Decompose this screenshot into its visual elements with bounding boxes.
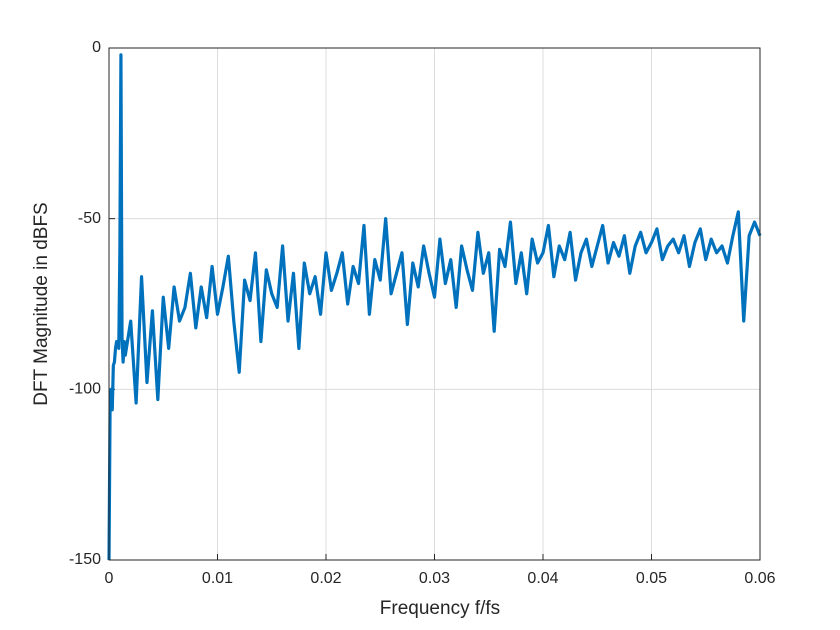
x-axis-label: Frequency f/fs	[380, 598, 500, 619]
y-tick-label: -150	[69, 551, 101, 568]
y-tick-label: -100	[69, 381, 101, 398]
x-tick-label: 0.02	[310, 570, 341, 587]
x-tick-label: 0.05	[636, 570, 667, 587]
y-tick-label: -50	[78, 210, 101, 227]
x-tick-label: 0.06	[744, 570, 775, 587]
x-tick-label: 0.01	[202, 570, 233, 587]
y-tick-label: 0	[92, 39, 101, 56]
data-line	[107, 53, 762, 561]
x-tick-label: 0.03	[419, 570, 450, 587]
plot-frame	[108, 47, 761, 561]
y-axis-label: DFT Magnitude in dBFS	[31, 202, 52, 405]
x-tick-label: 0.04	[527, 570, 558, 587]
x-tick-label: 0	[105, 570, 114, 587]
